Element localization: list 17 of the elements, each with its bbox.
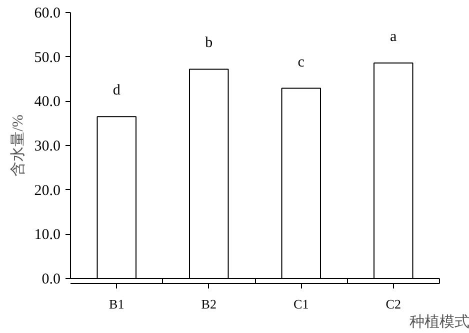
y-tick-label: 30.0 [34, 138, 60, 154]
y-tick-label: 10.0 [34, 227, 60, 244]
y-tick-label: 60.0 [34, 6, 60, 22]
y-tick-label: 20.0 [34, 182, 60, 199]
annotation: d [112, 82, 121, 99]
y-tick-label: 50.0 [34, 50, 60, 66]
x-tick-label: B1 [109, 296, 124, 312]
annotation: b [205, 35, 213, 52]
x-tick-label: C2 [386, 296, 401, 312]
x-tick-label: C1 [294, 296, 309, 312]
x-axis-title: 种植模式 [410, 314, 469, 330]
annotation: c [298, 54, 305, 70]
annotation: a [390, 29, 398, 46]
y-axis-title: 含水量/% [9, 114, 26, 176]
x-tick-label: B2 [201, 296, 216, 312]
y-tick-label: 40.0 [34, 94, 60, 110]
y-tick-label: 0.0 [42, 272, 60, 288]
